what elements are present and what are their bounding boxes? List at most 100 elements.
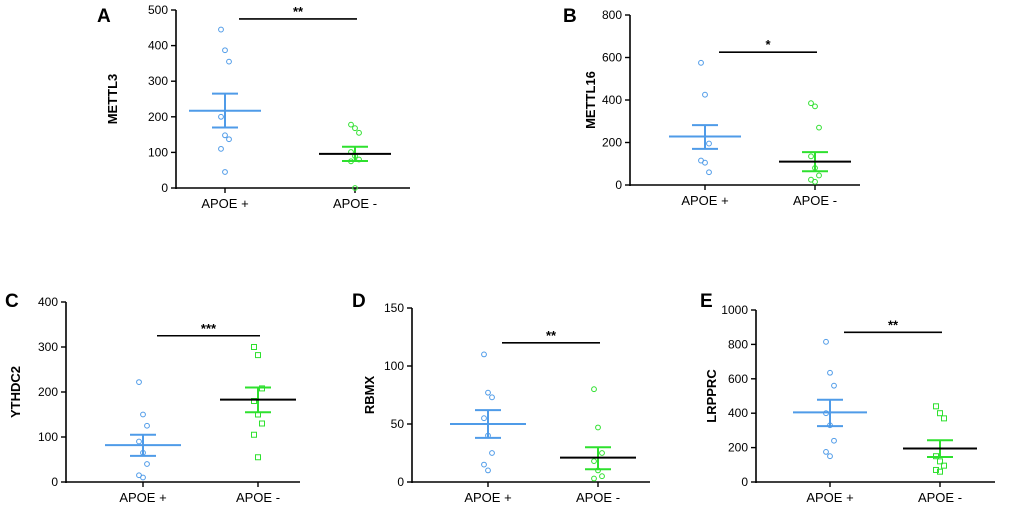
panel-letter: E [700, 291, 713, 312]
panel-letter: A [97, 6, 111, 27]
significance-label: ** [546, 328, 557, 343]
y-tick-label: 400 [148, 39, 168, 53]
significance-label: *** [201, 321, 217, 336]
y-axis-title: METTL16 [583, 71, 598, 129]
data-point [251, 344, 257, 350]
y-tick-label: 100 [384, 359, 404, 373]
y-tick-label: 50 [391, 417, 405, 431]
data-point [706, 140, 712, 147]
panel-c: C YTHDC2 0 100 200 300 400 APOE + APOE - *** [5, 291, 300, 505]
significance-label: ** [888, 317, 899, 332]
data-point [816, 172, 822, 179]
data-point [591, 475, 597, 482]
data-point [218, 26, 224, 33]
data-point [140, 411, 146, 418]
data-point [591, 458, 597, 465]
data-point [827, 369, 833, 376]
y-axis-title: YTHDC2 [8, 366, 23, 418]
data-point [595, 424, 601, 431]
x-category-label: APOE + [201, 196, 248, 211]
data-point [937, 458, 943, 465]
data-point [255, 454, 261, 461]
data-point [941, 415, 947, 422]
x-category-label: APOE - [333, 196, 377, 211]
y-tick-label: 200 [148, 110, 168, 124]
y-tick-label: 300 [38, 340, 58, 354]
data-point [808, 153, 814, 160]
panel-letter: D [352, 291, 366, 312]
x-category-label: APOE + [119, 490, 166, 505]
data-point [222, 169, 228, 175]
data-point [251, 398, 257, 404]
data-point [352, 125, 358, 132]
panel-d: D RBMX 0 50 100 150 APOE + APOE - ** [352, 291, 650, 505]
data-point [489, 394, 495, 401]
data-point [226, 136, 232, 143]
x-category-label: APOE - [918, 490, 962, 505]
y-tick-label: 200 [38, 385, 58, 399]
data-point [827, 453, 833, 460]
y-tick-label: 150 [384, 301, 404, 315]
data-point [933, 403, 939, 410]
y-tick-label: 0 [615, 178, 622, 192]
data-point [251, 431, 257, 438]
data-point [937, 468, 943, 475]
data-point [481, 461, 487, 468]
data-point [698, 59, 704, 66]
x-category-label: APOE - [576, 490, 620, 505]
data-point [485, 389, 491, 396]
data-point [702, 159, 708, 166]
data-point [599, 473, 605, 480]
y-tick-label: 500 [148, 3, 168, 17]
y-tick-label: 0 [741, 475, 748, 489]
y-axis-title: RBMX [362, 376, 377, 415]
data-point [144, 461, 150, 467]
y-tick-label: 300 [148, 74, 168, 88]
panel-b: B METTL16 0 200 400 600 800 APOE + APOE - * [563, 6, 860, 208]
data-point [485, 467, 491, 474]
x-category-label: APOE - [236, 490, 280, 505]
y-tick-label: 0 [161, 181, 168, 195]
y-tick-label: 800 [728, 337, 748, 351]
y-tick-label: 400 [602, 93, 622, 107]
y-tick-label: 200 [602, 136, 622, 150]
significance-label: * [765, 37, 771, 52]
y-tick-label: 200 [728, 441, 748, 455]
data-point [831, 437, 837, 444]
data-point [831, 382, 837, 389]
data-point [489, 450, 495, 456]
data-point [348, 121, 354, 128]
data-point [356, 129, 362, 136]
y-tick-label: 0 [51, 475, 58, 489]
x-category-label: APOE + [681, 193, 728, 208]
y-tick-label: 0 [397, 475, 404, 489]
data-point [816, 124, 822, 131]
y-tick-label: 100 [148, 145, 168, 159]
data-point [222, 132, 228, 139]
data-point [255, 352, 261, 359]
y-tick-label: 400 [728, 406, 748, 420]
panel-a: A METTL3 0 100 200 300 400 500 APOE + APOE - ** [97, 3, 410, 211]
data-point [591, 386, 597, 393]
significance-label: ** [293, 4, 304, 19]
data-point [352, 185, 358, 191]
x-category-label: APOE + [806, 490, 853, 505]
x-category-label: APOE - [793, 193, 837, 208]
y-tick-label: 100 [38, 430, 58, 444]
y-tick-label: 400 [38, 295, 58, 309]
data-point [218, 113, 224, 120]
data-point [812, 103, 818, 110]
panel-e: E LRPPRC 0 200 400 600 800 1000 APOE + APOE - ** [700, 291, 995, 505]
panel-letter: B [563, 6, 577, 27]
data-point [222, 47, 228, 54]
data-point [259, 420, 265, 427]
data-point [140, 474, 146, 481]
data-point [144, 422, 150, 429]
data-point [136, 379, 142, 386]
y-tick-label: 800 [602, 8, 622, 22]
data-point [706, 169, 712, 176]
data-point [823, 338, 829, 345]
y-tick-label: 1000 [721, 303, 748, 317]
data-point [933, 466, 939, 473]
data-point [808, 100, 814, 107]
